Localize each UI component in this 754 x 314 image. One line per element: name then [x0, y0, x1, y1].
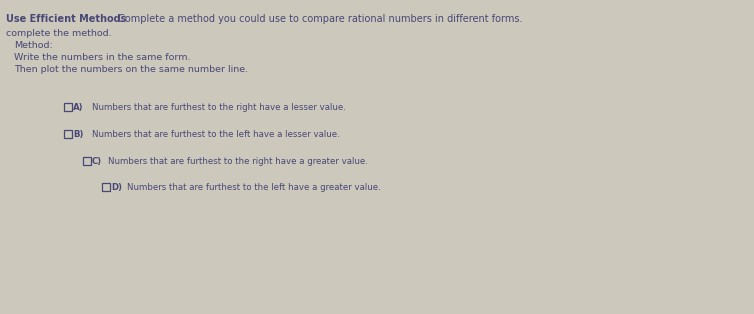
Bar: [83, 157, 91, 165]
Text: Numbers that are furthest to the left have a greater value.: Numbers that are furthest to the left ha…: [127, 183, 381, 192]
Text: A): A): [73, 103, 84, 112]
Text: Method:: Method:: [14, 41, 53, 50]
Bar: [64, 103, 72, 111]
Text: D): D): [111, 183, 122, 192]
Bar: [102, 183, 110, 191]
Bar: [64, 130, 72, 138]
Text: B): B): [73, 130, 84, 139]
Text: Numbers that are furthest to the right have a lesser value.: Numbers that are furthest to the right h…: [92, 103, 346, 112]
Text: Numbers that are furthest to the right have a greater value.: Numbers that are furthest to the right h…: [108, 157, 368, 166]
Text: Write the numbers in the same form.: Write the numbers in the same form.: [14, 53, 191, 62]
Text: Numbers that are furthest to the left have a lesser value.: Numbers that are furthest to the left ha…: [92, 130, 340, 139]
Text: Use Efficient Methods: Use Efficient Methods: [6, 14, 127, 24]
Text: C): C): [92, 157, 102, 166]
Text: Then plot the numbers on the same number line.: Then plot the numbers on the same number…: [14, 65, 248, 74]
Text: Complete a method you could use to compare rational numbers in different forms.: Complete a method you could use to compa…: [115, 14, 523, 24]
Text: complete the method.: complete the method.: [6, 29, 112, 38]
